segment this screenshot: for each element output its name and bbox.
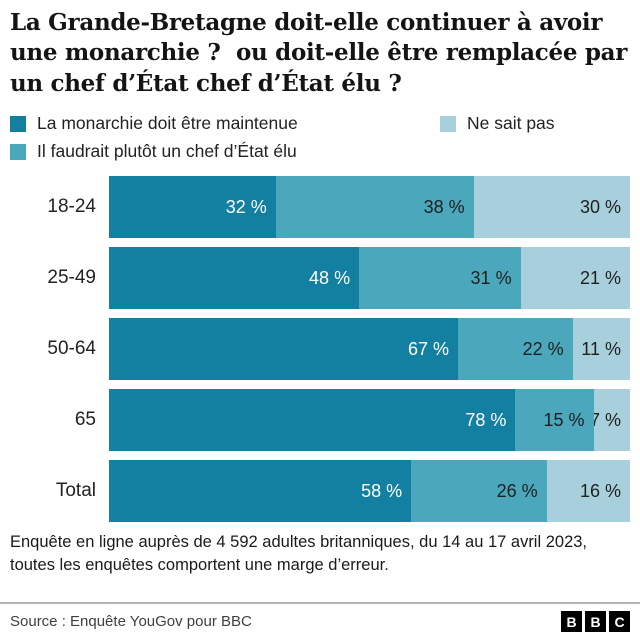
chart-title: La Grande-Bretagne doit-elle continuer à… (10, 9, 628, 97)
value-label: 21 % (579, 267, 621, 288)
legend-item-maintenue: La monarchie doit être maintenue (10, 113, 440, 134)
value-label: 58 % (361, 480, 403, 501)
legend-label: Il faudrait plutôt un chef d’État élu (37, 141, 297, 162)
value-label: 16 % (579, 480, 621, 501)
value-label: 31 % (470, 267, 512, 288)
chart-row: 18-24 32 % 38 % 30 % (10, 176, 630, 239)
bar-segment: 31 % (359, 247, 521, 310)
value-label: 32 % (225, 196, 267, 217)
value-label: 15 % (543, 409, 585, 430)
legend-label: Ne sait pas (467, 113, 555, 134)
bar-segment: 48 % (109, 247, 360, 310)
value-label: 48 % (309, 267, 351, 288)
footnote: Enquête en ligne auprès de 4 592 adultes… (10, 533, 588, 574)
bar-segment: 67 % (109, 318, 459, 381)
category-label: 50-64 (47, 338, 96, 360)
bar-segment: 7 % (593, 389, 630, 452)
legend-item-ne-sait-pas: Ne sait pas (440, 113, 630, 134)
stacked-bar: 48 % 31 % 21 % (109, 247, 630, 310)
bar-segment: 38 % (275, 176, 474, 239)
bbc-logo-letter: B (561, 611, 582, 632)
stacked-bar: 58 % 26 % 16 % (109, 460, 630, 523)
legend-label: La monarchie doit être maintenue (37, 113, 298, 134)
value-label: 7 % (593, 409, 621, 430)
bbc-logo-letter: B (585, 611, 606, 632)
legend-item-chef-etat: Il faudrait plutôt un chef d’État élu (10, 141, 440, 162)
bar-segment: 11 % (572, 318, 630, 381)
bar-segment: 26 % (411, 460, 547, 523)
category-label: 65 (74, 409, 96, 431)
stacked-bar-chart: 18-24 32 % 38 % 30 % 25-49 48 % 31 % 21 % 50-64 6… (10, 176, 630, 523)
bar-segment: 15 % (515, 389, 594, 452)
bar-segment: 16 % (546, 460, 630, 523)
value-label: 30 % (579, 196, 621, 217)
bar-segment: 22 % (458, 318, 573, 381)
stacked-bar: 67 % 22 % 11 % (109, 318, 630, 381)
value-label: 26 % (496, 480, 538, 501)
value-label: 11 % (581, 338, 621, 359)
value-label: 67 % (408, 338, 450, 359)
legend-swatch-ne-sait-pas (440, 115, 456, 132)
divider (0, 602, 640, 605)
chart-row: Total 58 % 26 % 16 % (10, 460, 630, 523)
value-label: 78 % (465, 409, 507, 430)
chart-card: La Grande-Bretagne doit-elle continuer à… (0, 9, 640, 632)
category-label: 25-49 (47, 267, 96, 289)
bbc-logo-letter: C (609, 611, 630, 632)
stacked-bar: 78 % 15 % 7 % (109, 389, 630, 452)
legend: La monarchie doit être maintenue Ne sait… (10, 113, 630, 162)
bar-segment: 58 % (109, 460, 412, 523)
stacked-bar: 32 % 38 % 30 % (109, 176, 630, 239)
chart-row: 50-64 67 % 22 % 11 % (10, 318, 630, 381)
legend-swatch-chef-etat (10, 143, 26, 160)
bar-segment: 78 % (109, 389, 516, 452)
category-label: Total (55, 480, 96, 502)
bar-segment: 30 % (473, 176, 630, 239)
value-label: 22 % (522, 338, 564, 359)
bar-segment: 32 % (109, 176, 276, 239)
value-label: 38 % (423, 196, 465, 217)
bar-segment: 21 % (520, 247, 630, 310)
chart-row: 25-49 48 % 31 % 21 % (10, 247, 630, 310)
category-label: 18-24 (47, 196, 96, 218)
legend-swatch-maintenue (10, 115, 26, 132)
source-text: Source : Enquête YouGov pour BBC (10, 613, 252, 631)
chart-row: 65 78 % 15 % 7 % (10, 389, 630, 452)
